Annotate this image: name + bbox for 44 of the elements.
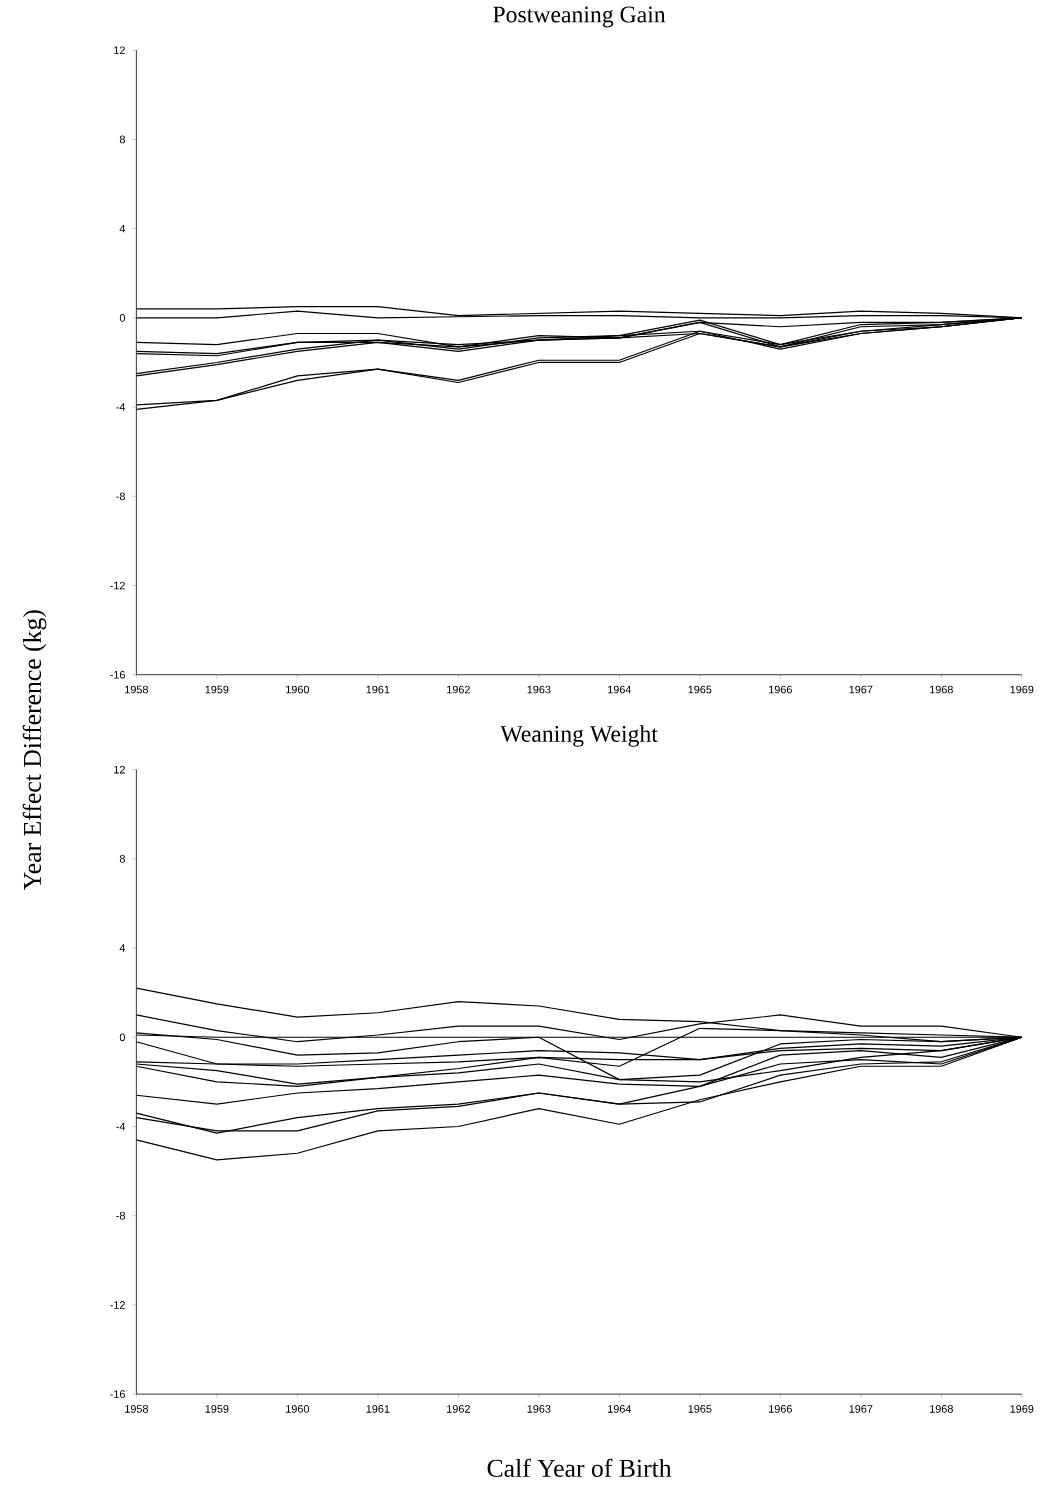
y-tick-label: -4	[116, 403, 126, 411]
y-tick-label: 12	[114, 46, 126, 54]
x-tick-label: 1961	[366, 685, 390, 694]
chart-title: Weaning Weight	[500, 725, 658, 747]
x-tick-label: 1960	[286, 1405, 310, 1413]
x-tick-label: 1964	[608, 1405, 632, 1413]
x-tick-label: 1958	[125, 685, 149, 694]
x-tick-label: 1961	[366, 1405, 390, 1413]
x-tick-label: 1962	[447, 1405, 471, 1413]
x-tick-label: 1969	[1010, 685, 1034, 694]
x-tick-label: 1962	[447, 685, 471, 694]
x-tick-label: 1959	[205, 685, 229, 694]
y-tick-label: -16	[110, 670, 126, 679]
x-tick-label: 1968	[930, 685, 954, 694]
y-tick-label: -16	[110, 1390, 126, 1398]
x-tick-label: 1963	[527, 685, 551, 694]
y-tick-label: -8	[116, 492, 126, 501]
x-tick-label: 1969	[1010, 1405, 1034, 1413]
x-tick-label: 1964	[608, 685, 632, 694]
x-tick-label: 1960	[286, 685, 310, 694]
y-tick-label: 4	[119, 224, 126, 233]
x-tick-label: 1965	[688, 1405, 712, 1413]
x-tick-label: 1966	[769, 685, 793, 694]
x-tick-label: 1968	[930, 1405, 954, 1413]
y-tick-label: 12	[114, 765, 126, 774]
x-tick-label: 1966	[769, 1405, 793, 1413]
y-tick-label: 0	[120, 314, 126, 322]
y-axis-title: Year Effect Difference (kg)	[22, 610, 47, 890]
y-tick-label: -12	[110, 581, 126, 590]
x-tick-label: 1965	[688, 685, 712, 694]
y-tick-label: 8	[120, 135, 126, 144]
y-tick-label: -4	[116, 1122, 126, 1131]
x-tick-label: 1958	[125, 1405, 149, 1413]
y-tick-label: 4	[119, 944, 126, 952]
y-tick-label: 0	[120, 1033, 126, 1042]
x-axis-title: Calf Year of Birth	[487, 1458, 672, 1477]
x-tick-label: 1967	[849, 685, 873, 694]
x-tick-label: 1959	[205, 1405, 229, 1413]
y-tick-label: -8	[116, 1211, 126, 1220]
y-tick-label: 8	[120, 854, 126, 863]
x-tick-label: 1963	[527, 1405, 551, 1413]
chart-title: Postweaning Gain	[493, 6, 666, 28]
x-tick-label: 1967	[849, 1405, 873, 1413]
y-tick-label: -12	[110, 1301, 126, 1309]
